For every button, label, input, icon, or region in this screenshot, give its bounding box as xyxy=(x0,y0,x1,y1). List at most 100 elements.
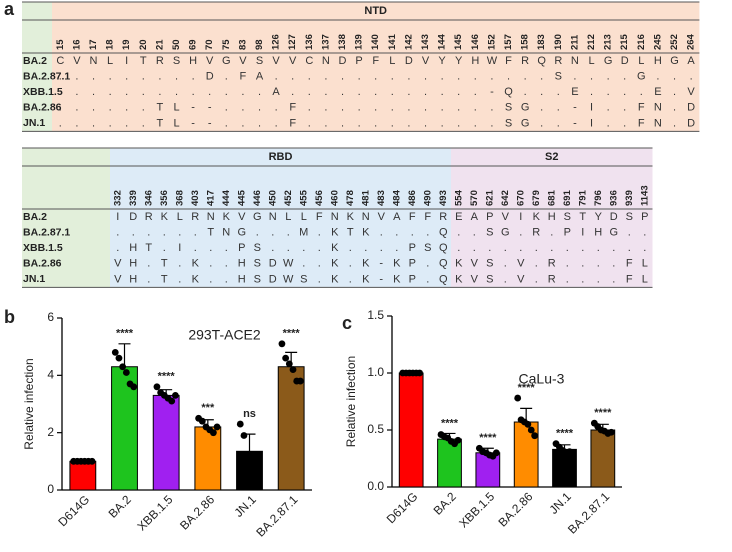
position-label: 264 xyxy=(686,33,697,50)
position-label: 446 xyxy=(252,190,263,206)
residue: Y xyxy=(455,55,463,67)
residue: L xyxy=(173,102,179,114)
residue: . xyxy=(275,117,278,129)
data-point xyxy=(171,392,179,399)
position-label: 642 xyxy=(500,190,511,206)
region-name: RBD xyxy=(269,151,293,163)
position-label: 83 xyxy=(237,39,248,50)
residue: I xyxy=(590,102,593,114)
residue: H xyxy=(548,211,556,223)
residue: C xyxy=(56,55,64,67)
residue: . xyxy=(364,242,367,254)
position-label: 142 xyxy=(403,34,414,50)
residue: . xyxy=(75,71,78,83)
residue: - xyxy=(490,86,494,98)
residue: T xyxy=(579,211,586,223)
residue: . xyxy=(607,86,610,98)
residue: P xyxy=(641,211,648,223)
data-point xyxy=(524,420,532,428)
x-tick-label: BA.2 xyxy=(106,492,135,521)
residue: L xyxy=(389,55,395,67)
residue: L xyxy=(173,117,179,129)
variant-name: BA.2.87.1 xyxy=(23,70,70,82)
position-label: 144 xyxy=(437,33,448,50)
residue: . xyxy=(178,227,181,239)
residue: I xyxy=(116,211,119,223)
data-point xyxy=(278,340,286,348)
residue: . xyxy=(302,258,305,270)
residue: . xyxy=(209,273,212,285)
residue: . xyxy=(540,117,543,129)
residue: . xyxy=(271,227,274,239)
residue: N xyxy=(222,227,230,239)
residue: . xyxy=(540,86,543,98)
residue: . xyxy=(256,227,259,239)
residue: S xyxy=(564,211,571,223)
residue: . xyxy=(158,71,161,83)
residue: S xyxy=(254,258,261,270)
residue: F xyxy=(240,71,247,83)
position-label: 681 xyxy=(546,189,557,206)
residue: D xyxy=(339,55,347,67)
y-tick-label: 0 xyxy=(47,482,54,496)
residue: T xyxy=(161,258,168,270)
residue: H xyxy=(129,258,137,270)
residue: . xyxy=(75,102,78,114)
position-label: 15 xyxy=(55,39,66,50)
data-point xyxy=(198,417,206,425)
residue: V xyxy=(206,55,214,67)
data-point xyxy=(209,429,217,437)
residue: S xyxy=(505,102,512,114)
residue: . xyxy=(566,242,569,254)
residue: S xyxy=(254,242,261,254)
bar xyxy=(590,429,616,488)
residue: . xyxy=(391,86,394,98)
position-label: 137 xyxy=(320,34,331,50)
residue: . xyxy=(473,242,476,254)
residue: L xyxy=(107,55,113,67)
residue: A xyxy=(272,86,280,98)
residue: . xyxy=(142,117,145,129)
position-label: 346 xyxy=(143,190,154,206)
data-point xyxy=(282,354,290,362)
residue: . xyxy=(209,258,212,270)
residue: . xyxy=(358,102,361,114)
residue: . xyxy=(391,71,394,83)
data-point xyxy=(119,363,127,371)
position-label: 339 xyxy=(128,190,139,206)
residue: F xyxy=(638,117,645,129)
residue: K xyxy=(362,273,370,285)
variant-name: BA.2.87.1 xyxy=(23,226,70,238)
residue: . xyxy=(291,71,294,83)
residue: F xyxy=(409,211,416,223)
y-tick-label: 1.0 xyxy=(367,365,384,379)
residue: . xyxy=(391,117,394,129)
residue: V xyxy=(422,55,430,67)
bar xyxy=(513,421,539,488)
bar xyxy=(152,394,180,491)
residue: . xyxy=(225,71,228,83)
position-label: 939 xyxy=(624,190,635,206)
residue: R xyxy=(191,211,199,223)
residue: V xyxy=(238,211,246,223)
residue: I xyxy=(519,211,522,223)
residue: L xyxy=(285,211,291,223)
residue: T xyxy=(347,227,354,239)
data-point xyxy=(285,360,293,368)
significance: **** xyxy=(556,428,574,440)
residue: . xyxy=(557,117,560,129)
residue: . xyxy=(75,117,78,129)
residue: . xyxy=(163,227,166,239)
position-label: 50 xyxy=(171,39,182,50)
residue: . xyxy=(507,71,510,83)
residue: . xyxy=(125,117,128,129)
position-label: 75 xyxy=(221,39,232,50)
residue: . xyxy=(628,242,631,254)
residue: . xyxy=(75,86,78,98)
residue: V xyxy=(114,258,122,270)
residue: . xyxy=(656,71,659,83)
residue: S xyxy=(256,55,263,67)
variant-name: BA.2.86 xyxy=(23,258,62,270)
residue: . xyxy=(241,117,244,129)
residue: D xyxy=(129,211,137,223)
